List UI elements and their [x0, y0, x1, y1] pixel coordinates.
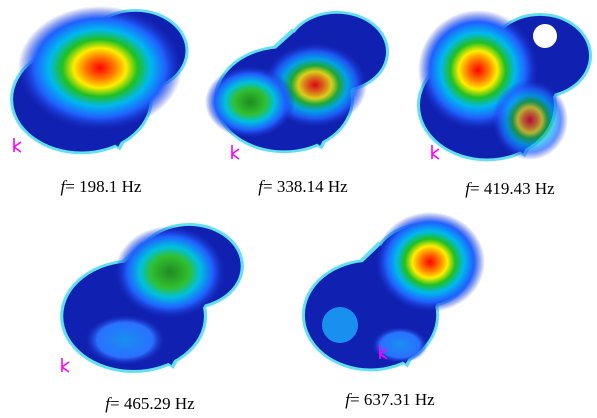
mode-shape — [205, 11, 389, 159]
caption: f= 637.31 Hz — [345, 390, 435, 409]
caption: f= 465.29 Hz — [105, 394, 195, 413]
caption-text: = 419.43 Hz — [470, 179, 555, 198]
caption: f= 419.43 Hz — [465, 179, 555, 198]
caption-text: = 338.14 Hz — [263, 177, 348, 196]
caption-text: = 198.1 Hz — [65, 177, 142, 196]
caption-text: = 637.31 Hz — [350, 390, 435, 409]
mode-shape — [60, 223, 244, 373]
caption-text: = 465.29 Hz — [110, 394, 195, 413]
mode-shape — [302, 212, 485, 371]
mode-shape — [417, 10, 592, 161]
page: {"panels": [ {"symbol": "f", "text": "= … — [0, 0, 597, 418]
caption: f= 338.14 Hz — [258, 177, 348, 196]
figure: f= 198.1 Hz f= 338.14 Hz f= 419.43 Hz f=… — [0, 0, 597, 418]
caption: f= 198.1 Hz — [61, 177, 142, 196]
mode-shape — [10, 6, 189, 154]
